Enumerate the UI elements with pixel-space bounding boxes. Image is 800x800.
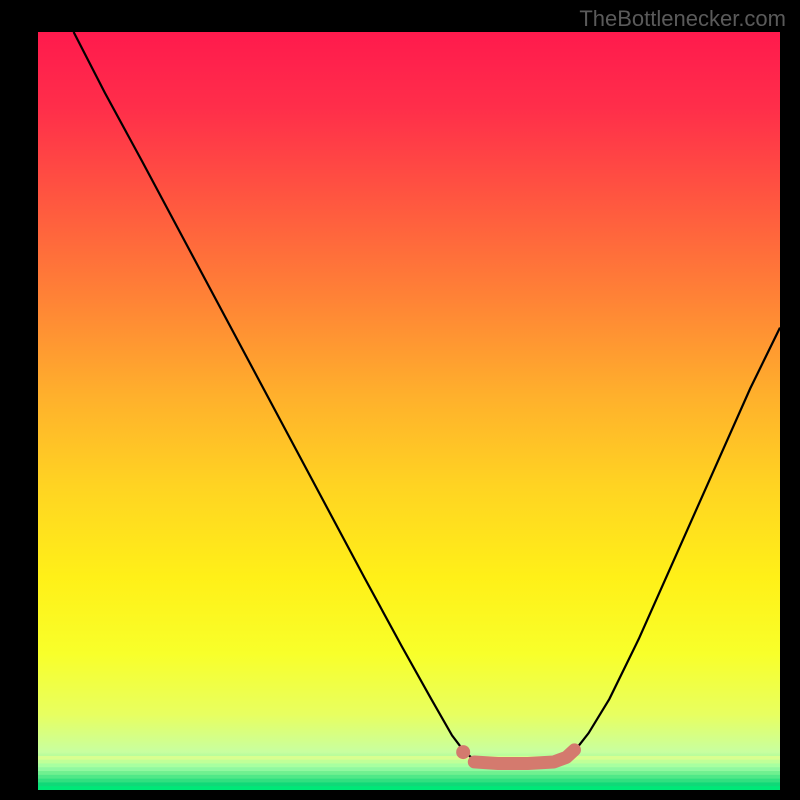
bottleneck-curve [74, 32, 780, 763]
curve-layer [38, 32, 780, 790]
current-config-marker-segment [474, 750, 574, 764]
plot-area [38, 32, 780, 790]
attribution-text: TheBottlenecker.com [579, 6, 786, 32]
current-config-marker-dot [456, 745, 470, 759]
